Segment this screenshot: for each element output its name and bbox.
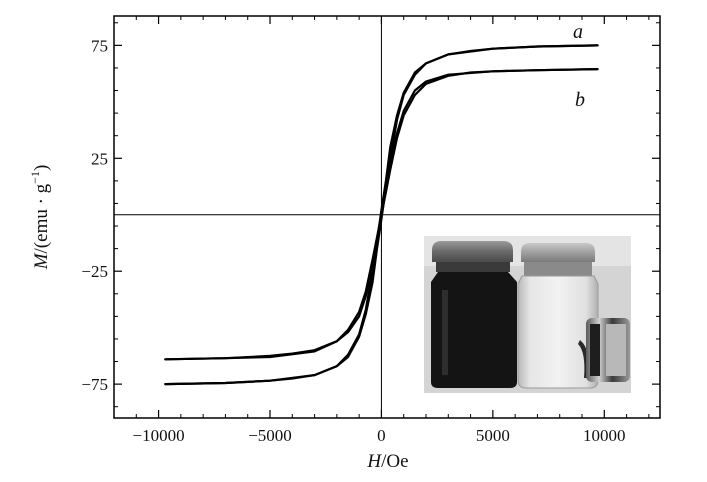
x-tick-label: −10000 [133, 426, 185, 445]
vial-dark [431, 241, 517, 388]
series-label-a: a [573, 21, 583, 43]
y-tick-label: −25 [81, 262, 108, 281]
x-axis-label: H/Oe [366, 451, 408, 472]
x-tick-label: −5000 [248, 426, 292, 445]
hysteresis-curves [164, 44, 599, 386]
y-tick-label: 25 [91, 149, 108, 168]
x-tick-label: 10000 [583, 426, 626, 445]
y-tick-label: 75 [91, 36, 108, 55]
inset-photo-vials [424, 236, 631, 393]
y-tick-label: −75 [81, 375, 108, 394]
x-tick-label: 5000 [476, 426, 510, 445]
vial-clear [517, 243, 599, 389]
plot-frame [113, 15, 661, 419]
axis-ticks [114, 16, 660, 418]
series-label-b: b [575, 89, 585, 111]
series-b-lower-branch [164, 68, 599, 361]
y-axis-label: M/(emu · g−1) [28, 165, 52, 271]
x-tick-label: 0 [377, 426, 386, 445]
tick-labels: −10000 −5000 0 5000 10000 −75 −25 25 75 [81, 36, 625, 445]
magnet [586, 318, 630, 382]
